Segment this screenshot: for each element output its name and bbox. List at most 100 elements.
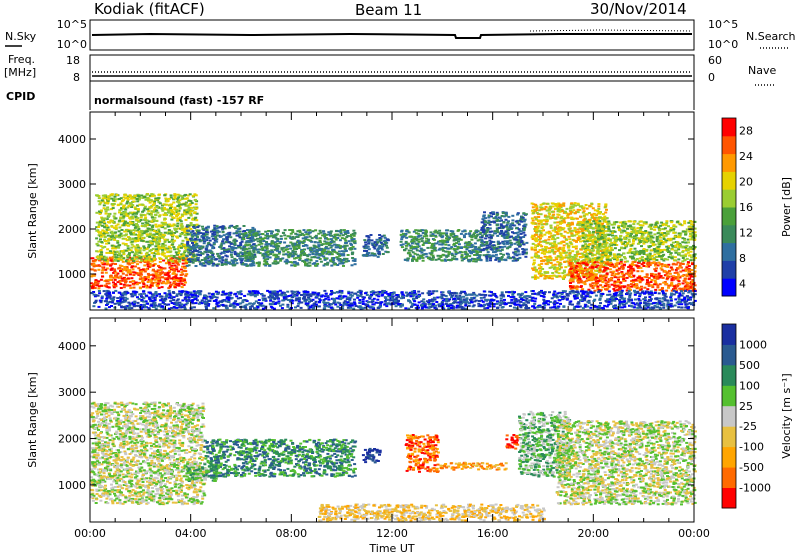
data-cell — [543, 252, 547, 255]
data-cell — [276, 245, 279, 247]
data-cell — [412, 247, 415, 250]
data-cell — [308, 253, 312, 256]
data-cell — [474, 258, 478, 261]
data-cell — [308, 239, 312, 242]
data-cell — [546, 215, 550, 218]
data-cell — [162, 247, 166, 249]
data-cell — [511, 256, 515, 259]
data-cell — [192, 238, 196, 241]
data-cell — [189, 214, 193, 217]
data-cell — [252, 246, 256, 249]
data-cell — [490, 212, 494, 215]
data-cell — [383, 236, 387, 239]
data-cell — [596, 243, 600, 246]
data-cell — [499, 249, 502, 252]
data-cell — [288, 235, 292, 238]
data-cell — [322, 264, 326, 267]
data-cell — [105, 282, 109, 285]
data-cell — [98, 221, 102, 224]
data-cell — [183, 246, 187, 249]
data-cell — [660, 265, 664, 268]
data-cell — [367, 240, 371, 243]
data-cell — [596, 212, 600, 215]
data-cell — [350, 239, 354, 242]
data-cell — [126, 215, 130, 217]
data-cell — [107, 242, 111, 245]
data-cell — [479, 236, 482, 239]
data-cell — [173, 227, 177, 230]
data-cell — [128, 256, 131, 259]
data-cell — [215, 240, 219, 243]
data-cell — [98, 203, 102, 206]
data-cell — [191, 230, 195, 233]
data-cell — [113, 276, 117, 279]
data-cell — [408, 253, 412, 256]
data-cell — [115, 193, 119, 196]
data-cell — [365, 247, 369, 250]
freq-tick-high: 18 — [66, 54, 80, 67]
data-cell — [558, 246, 562, 249]
data-cell — [543, 233, 547, 236]
data-cell — [593, 261, 596, 264]
data-cell — [252, 251, 256, 254]
data-cell — [573, 202, 577, 205]
data-cell — [176, 198, 180, 201]
data-cell — [516, 234, 520, 237]
data-cell — [189, 228, 193, 230]
data-cell — [601, 286, 605, 289]
data-cell — [251, 254, 255, 257]
data-cell — [342, 254, 346, 257]
data-cell — [142, 232, 146, 235]
data-cell — [601, 275, 604, 278]
data-cell — [235, 225, 239, 227]
data-cell — [274, 229, 278, 232]
data-cell — [362, 254, 366, 256]
data-cell — [180, 228, 184, 231]
data-cell — [571, 246, 575, 248]
data-cell — [416, 242, 420, 245]
data-cell — [174, 260, 177, 263]
data-cell — [184, 228, 188, 230]
data-cell — [473, 242, 477, 245]
data-cell — [325, 252, 329, 255]
data-cell — [259, 236, 262, 239]
data-cell — [530, 202, 534, 205]
data-cell — [132, 261, 136, 264]
data-cell — [524, 255, 528, 258]
data-cell — [101, 269, 105, 272]
data-cell — [150, 220, 154, 223]
data-cell — [121, 199, 125, 202]
data-cell — [130, 266, 134, 269]
data-cell — [505, 225, 509, 228]
data-cell — [678, 264, 682, 267]
data-cell — [162, 213, 166, 216]
data-cell — [278, 251, 282, 253]
data-cell — [177, 196, 181, 199]
data-cell — [536, 213, 540, 216]
data-cell — [669, 266, 673, 269]
data-cell — [386, 251, 390, 254]
data-cell — [160, 252, 164, 255]
data-cell — [151, 247, 155, 250]
data-cell — [141, 213, 145, 216]
data-cell — [251, 237, 255, 240]
data-cell — [342, 253, 346, 256]
data-cell — [127, 260, 131, 263]
data-cell — [192, 218, 196, 221]
data-cell — [138, 233, 141, 236]
data-cell — [549, 205, 553, 208]
data-cell — [337, 250, 341, 253]
data-cell — [594, 264, 598, 267]
data-cell — [562, 249, 566, 252]
data-cell — [184, 274, 188, 277]
data-cell — [471, 249, 475, 252]
data-cell — [178, 235, 182, 238]
data-cell — [464, 256, 468, 259]
data-cell — [205, 244, 209, 247]
data-cell — [190, 206, 194, 209]
data-cell — [289, 261, 293, 264]
nsky-label: N.Sky — [5, 30, 37, 43]
data-cell — [335, 244, 339, 247]
data-cell — [199, 247, 203, 250]
data-cell — [171, 235, 174, 238]
